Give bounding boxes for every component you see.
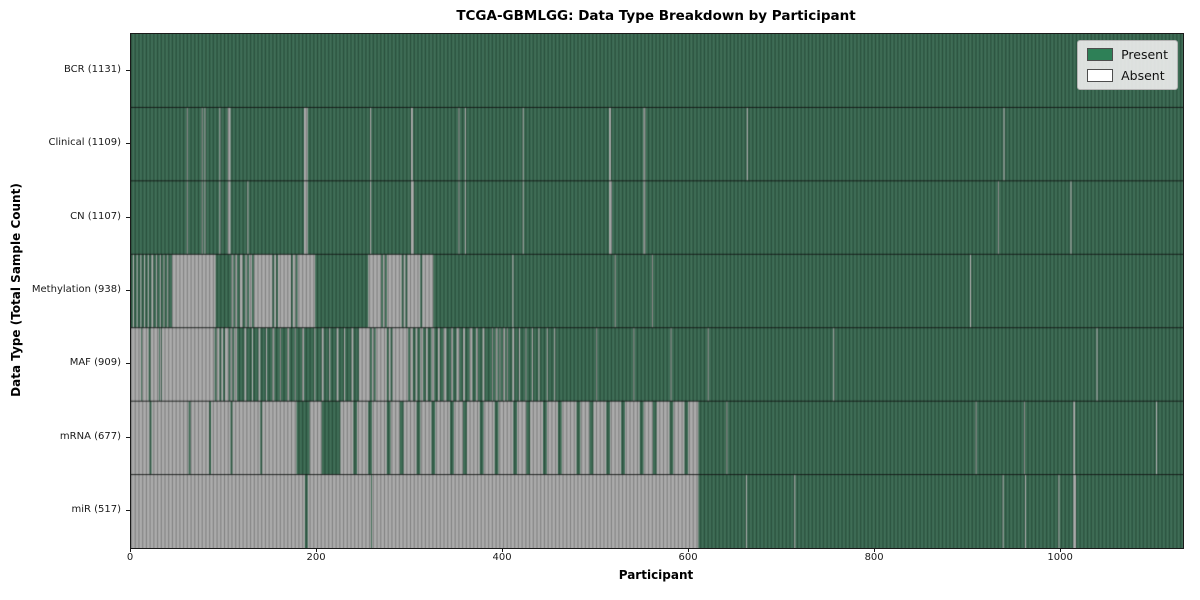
- y-tick-mark: [126, 290, 130, 291]
- x-tick-mark: [1060, 548, 1062, 552]
- y-tick-label-miR: miR (517): [71, 504, 121, 516]
- x-tick-label: 200: [306, 552, 326, 563]
- x-tick-mark: [688, 548, 690, 552]
- y-tick-label-CN: CN (1107): [70, 210, 121, 222]
- x-tick-label: 0: [126, 552, 134, 563]
- legend: Present Absent: [1077, 40, 1178, 90]
- y-tick-label-Methylation: Methylation (938): [31, 284, 121, 295]
- y-tick-mark: [126, 510, 130, 512]
- x-tick-mark: [130, 548, 131, 552]
- plot-area: Present Absent: [130, 33, 1184, 549]
- y-tick-mark: [126, 436, 130, 438]
- x-tick-label: 1000: [1047, 552, 1073, 563]
- x-tick-mark: [874, 548, 876, 552]
- x-axis-label: Participant: [618, 568, 694, 582]
- y-tick-mark: [126, 69, 130, 71]
- x-tick-mark: [316, 548, 318, 552]
- legend-item-present: Present: [1087, 47, 1168, 62]
- x-tick-label: 600: [678, 552, 698, 563]
- legend-label-present: Present: [1121, 47, 1168, 62]
- x-tick-label: 800: [864, 552, 884, 563]
- x-tick-label: 400: [492, 552, 512, 563]
- y-tick-label-Clinical: Clinical (1109): [48, 137, 122, 149]
- x-tick-mark: [502, 548, 504, 552]
- legend-item-absent: Absent: [1087, 68, 1168, 83]
- y-tick-mark: [126, 216, 130, 218]
- chart-title: TCGA-GBMLGG: Data Type Breakdown by Part…: [456, 8, 856, 24]
- absent-swatch: [1087, 69, 1114, 82]
- y-tick-label-MAF: MAF (909): [69, 357, 121, 369]
- legend-label-absent: Absent: [1121, 68, 1165, 83]
- y-tick-mark: [126, 363, 130, 365]
- y-tick-mark: [126, 143, 130, 145]
- y-tick-label-mRNA: mRNA (677): [59, 430, 121, 442]
- heatmap-canvas: [131, 34, 1183, 548]
- present-swatch: [1087, 48, 1114, 61]
- y-tick-label-BCR: BCR (1131): [63, 63, 121, 75]
